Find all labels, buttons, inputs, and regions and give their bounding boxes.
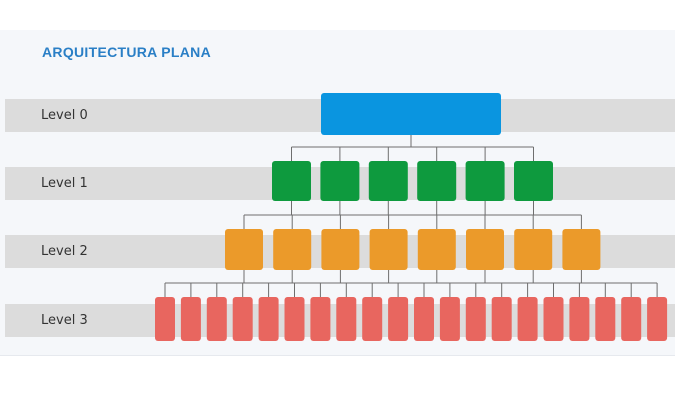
level-label-3: Level 3 — [41, 313, 88, 328]
node-level-1-4 — [465, 161, 505, 201]
node-level-2-5 — [466, 229, 504, 270]
node-level-3-9 — [388, 297, 409, 341]
node-level-2-0 — [225, 229, 263, 270]
node-level-0-0 — [321, 93, 501, 135]
node-level-2-6 — [514, 229, 553, 270]
node-level-3-8 — [362, 297, 383, 341]
node-level-3-7 — [336, 297, 357, 341]
node-level-3-1 — [180, 297, 201, 341]
node-level-2-7 — [562, 229, 601, 270]
bottom-divider — [0, 355, 675, 356]
node-level-1-5 — [514, 161, 553, 201]
node-level-3-15 — [543, 297, 564, 341]
node-level-3-3 — [232, 297, 253, 341]
node-level-3-16 — [569, 297, 590, 341]
node-level-1-2 — [368, 161, 408, 201]
node-level-3-4 — [258, 297, 279, 341]
node-level-3-2 — [206, 297, 227, 341]
node-level-3-13 — [491, 297, 512, 341]
node-level-3-11 — [439, 297, 460, 341]
node-level-3-12 — [465, 297, 486, 341]
node-level-3-18 — [621, 297, 642, 341]
node-level-2-2 — [321, 229, 360, 270]
node-level-2-3 — [369, 229, 408, 270]
node-level-3-14 — [517, 297, 538, 341]
node-level-1-1 — [320, 161, 360, 201]
node-level-3-19 — [647, 297, 668, 341]
node-level-2-4 — [417, 229, 456, 270]
node-level-3-17 — [595, 297, 616, 341]
node-level-2-1 — [273, 229, 312, 270]
node-level-3-10 — [414, 297, 434, 341]
node-level-3-0 — [155, 297, 175, 341]
node-level-1-3 — [417, 161, 457, 201]
level-label-2: Level 2 — [41, 244, 88, 259]
node-level-3-5 — [284, 297, 305, 341]
diagram-title: ARQUITECTURA PLANA — [42, 44, 211, 60]
node-level-3-6 — [310, 297, 331, 341]
level-label-1: Level 1 — [41, 176, 88, 191]
node-level-1-0 — [272, 161, 311, 201]
level-label-0: Level 0 — [41, 108, 88, 123]
